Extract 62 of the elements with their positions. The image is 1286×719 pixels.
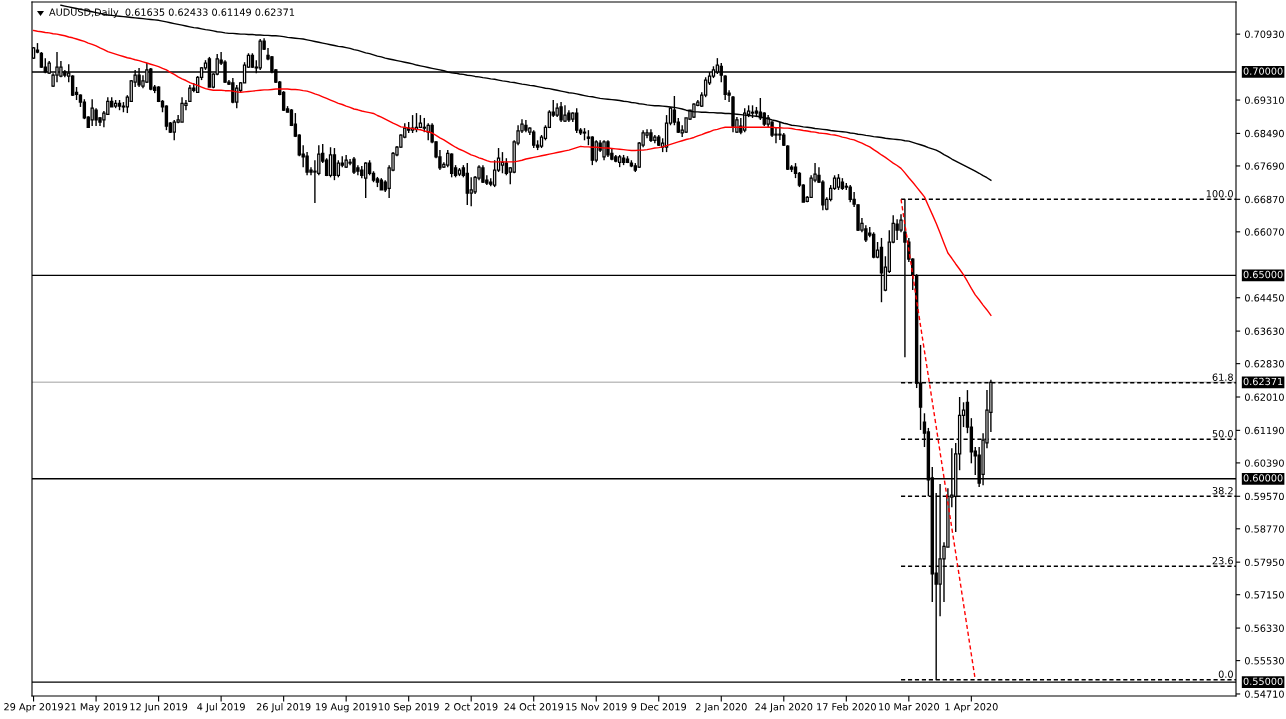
y-tick-label: 0.62010: [1244, 393, 1284, 401]
ref-line-label: 0.62371: [1243, 377, 1283, 386]
candlestick: [821, 179, 825, 211]
candlestick: [871, 231, 876, 259]
y-tick-label: 0.66070: [1244, 228, 1284, 236]
candlestick: [231, 77, 235, 104]
x-tick-label: 12 Jun 2019: [130, 703, 188, 713]
candlestick: [465, 162, 469, 206]
candlestick: [559, 101, 563, 123]
candlestick: [328, 146, 333, 179]
y-tick-label: 0.57950: [1244, 558, 1284, 566]
ref-line-label: 0.65000: [1243, 270, 1283, 279]
candlestick: [180, 96, 184, 123]
y-tick-label: 0.62830: [1244, 360, 1284, 368]
y-tick-label: 0.64450: [1244, 294, 1284, 302]
y-tick-label: 0.61190: [1244, 426, 1284, 435]
x-tick-label: 24 Oct 2019: [504, 703, 564, 711]
x-tick-label: 4 Jul 2019: [197, 702, 245, 713]
x-tick-label: 26 Jul 2019: [256, 702, 311, 713]
candlestick: [164, 104, 169, 131]
x-tick-label: 10 Sep 2019: [378, 703, 439, 713]
ref-line-label: 0.55000: [1243, 677, 1283, 685]
y-tick-label: 0.56330: [1244, 624, 1284, 632]
x-tick-label: 24 Jan 2020: [755, 703, 813, 713]
x-tick-label: 2 Jan 2020: [695, 703, 747, 713]
x-tick-label: 2 Oct 2019: [444, 703, 498, 711]
x-tick-label: 17 Feb 2020: [817, 702, 876, 711]
ref-line-label: 0.70000: [1243, 67, 1283, 75]
candlestick: [172, 119, 176, 142]
annotation: 61.8: [1212, 373, 1233, 381]
y-tick-label: 0.57150: [1244, 591, 1284, 599]
y-tick-label: 0.55530: [1244, 657, 1284, 665]
annotation: 50.0: [1212, 430, 1233, 438]
line-series: [32, 29, 992, 316]
x-tick-label: 9 Dec 2019: [631, 703, 687, 711]
annotation: 23.6: [1212, 556, 1233, 565]
y-tick-label: 0.54710: [1244, 690, 1284, 698]
annotation: 38.2: [1212, 487, 1233, 495]
candlestick: [70, 74, 75, 97]
candlestick: [332, 147, 337, 181]
y-tick-label: 0.70930: [1244, 30, 1284, 38]
x-tick-label: 21 May 2019: [65, 703, 128, 713]
candlestick: [90, 98, 94, 127]
annotation: 0.0: [1218, 670, 1233, 678]
y-tick-label: 0.60390: [1244, 459, 1284, 467]
x-tick-label: 10 Mar 2020: [879, 703, 939, 711]
x-tick-label: 1 Apr 2020: [945, 703, 998, 713]
y-tick-label: 0.58770: [1244, 525, 1284, 533]
x-tick-label: 15 Nov 2019: [566, 703, 627, 711]
y-tick-label: 0.68490: [1244, 129, 1284, 138]
y-tick-label: 0.59570: [1244, 492, 1284, 501]
y-tick-label: 0.69310: [1244, 96, 1284, 104]
annotation: 100.0: [1206, 190, 1233, 198]
x-tick-label: 29 Apr 2019: [4, 703, 63, 713]
x-tick-label: 19 Aug 2019: [316, 703, 377, 713]
candlestick: [449, 152, 454, 179]
candlestick: [895, 218, 899, 241]
y-tick-label: 0.67690: [1244, 162, 1284, 170]
candlestick: [469, 176, 473, 207]
ref-line-label: 0.60000: [1243, 474, 1283, 482]
y-tick-label: 0.66870: [1244, 195, 1284, 204]
y-tick-label: 0.63630: [1244, 327, 1284, 335]
